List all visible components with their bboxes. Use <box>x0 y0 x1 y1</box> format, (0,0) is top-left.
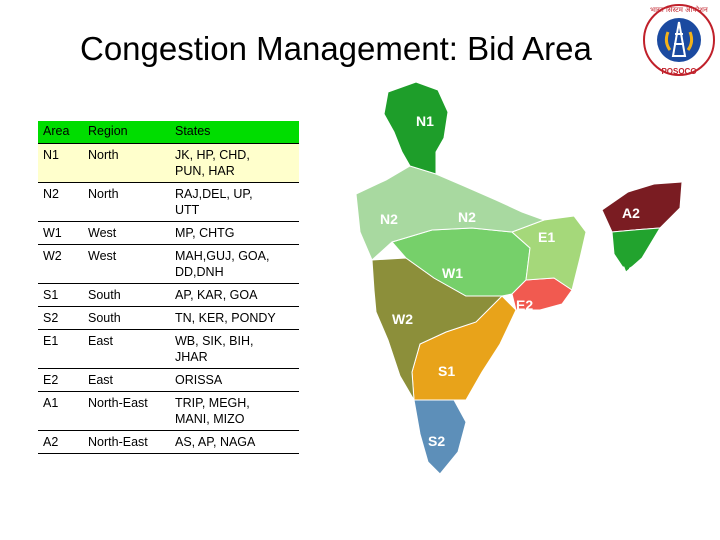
cell-region: North-East <box>83 430 170 454</box>
states-line: ORISSA <box>175 373 223 387</box>
cell-area: E1 <box>38 329 83 369</box>
region-a1 <box>611 227 661 273</box>
states-line: TRIP, MEGH, <box>175 396 250 410</box>
map-label-a1: A1 <box>618 263 636 279</box>
column-header-region: Region <box>83 121 170 144</box>
states-line: TN, KER, PONDY <box>175 311 276 325</box>
cell-states: ORISSA <box>170 368 299 392</box>
cell-area: W1 <box>38 221 83 245</box>
states-line: RAJ,DEL, UP, <box>175 187 253 201</box>
states-line: WB, SIK, BIH, <box>175 334 254 348</box>
bid-area-table: Area Region States N1 North JK, HP, CHD, PU… <box>38 121 299 454</box>
cell-states: JK, HP, CHD, PUN, HAR <box>170 143 299 183</box>
map-label-n2-east: N2 <box>458 209 476 225</box>
map-label-e1: E1 <box>538 229 555 245</box>
table-row: A2 North-East AS, AP, NAGA <box>38 430 299 454</box>
region-n1 <box>383 82 449 175</box>
cell-region: North <box>83 182 170 222</box>
cell-states: AS, AP, NAGA <box>170 430 299 454</box>
states-line: MAH,GUJ, GOA, <box>175 249 270 263</box>
cell-region: North-East <box>83 391 170 431</box>
cell-states: TRIP, MEGH, MANI, MIZO <box>170 391 299 431</box>
states-line: MANI, MIZO <box>175 412 245 426</box>
map-label-w1: W1 <box>442 265 463 281</box>
cell-area: E2 <box>38 368 83 392</box>
table-row: S1 South AP, KAR, GOA <box>38 283 299 307</box>
states-line: MP, CHTG <box>175 226 235 240</box>
states-line: UTT <box>175 203 200 217</box>
states-line: DD,DNH <box>175 265 224 279</box>
table-row: W2 West MAH,GUJ, GOA, DD,DNH <box>38 244 299 284</box>
states-line: JHAR <box>175 350 208 364</box>
column-header-area: Area <box>38 121 83 144</box>
map-label-n1: N1 <box>416 113 434 129</box>
logo-pylon-icon <box>671 21 687 57</box>
states-line: PUN, HAR <box>175 164 235 178</box>
cell-region: West <box>83 244 170 284</box>
cell-area: N2 <box>38 182 83 222</box>
cell-states: TN, KER, PONDY <box>170 306 299 330</box>
map-label-w2: W2 <box>392 311 413 327</box>
table-header-row: Area Region States <box>38 121 299 144</box>
table-row: N1 North JK, HP, CHD, PUN, HAR <box>38 143 299 183</box>
cell-area: W2 <box>38 244 83 284</box>
cell-area: A2 <box>38 430 83 454</box>
column-header-states: States <box>170 121 299 144</box>
cell-region: South <box>83 306 170 330</box>
map-label-n2-west: N2 <box>380 211 398 227</box>
table-row: W1 West MP, CHTG <box>38 221 299 245</box>
table-row: N2 North RAJ,DEL, UP, UTT <box>38 182 299 222</box>
cell-region: North <box>83 143 170 183</box>
table-row: S2 South TN, KER, PONDY <box>38 306 299 330</box>
cell-states: WB, SIK, BIH, JHAR <box>170 329 299 369</box>
cell-region: East <box>83 329 170 369</box>
posoco-logo: भारत सिस्टम ऑपरेशन POSOCO <box>643 4 715 76</box>
logo-inner-circle <box>657 18 701 62</box>
logo-flame-icon <box>664 31 694 51</box>
logo-bottom-text: POSOCO <box>661 67 696 76</box>
states-line: AP, KAR, GOA <box>175 288 258 302</box>
map-label-s1: S1 <box>438 363 455 379</box>
table-row: E2 East ORISSA <box>38 368 299 392</box>
map-label-a2: A2 <box>622 205 640 221</box>
logo-top-text: भारत सिस्टम ऑपरेशन <box>650 5 708 14</box>
states-line: AS, AP, NAGA <box>175 435 256 449</box>
cell-region: East <box>83 368 170 392</box>
table-row: E1 East WB, SIK, BIH, JHAR <box>38 329 299 369</box>
cell-states: AP, KAR, GOA <box>170 283 299 307</box>
map-label-s2: S2 <box>428 433 445 449</box>
region-e1 <box>511 215 587 291</box>
map-label-e2: E2 <box>516 297 533 313</box>
india-bid-area-map: N1 N2 N2 E1 A2 A1 W1 E2 W2 S1 S2 <box>355 82 682 475</box>
states-line: JK, HP, CHD, <box>175 148 250 162</box>
cell-states: MP, CHTG <box>170 221 299 245</box>
table-row: A1 North-East TRIP, MEGH, MANI, MIZO <box>38 391 299 431</box>
page-title: Congestion Management: Bid Area <box>80 30 592 67</box>
cell-area: S2 <box>38 306 83 330</box>
region-s2 <box>413 399 467 475</box>
cell-region: West <box>83 221 170 245</box>
region-a2 <box>601 181 682 233</box>
cell-region: South <box>83 283 170 307</box>
cell-area: A1 <box>38 391 83 431</box>
cell-area: S1 <box>38 283 83 307</box>
cell-area: N1 <box>38 143 83 183</box>
cell-states: RAJ,DEL, UP, UTT <box>170 182 299 222</box>
cell-states: MAH,GUJ, GOA, DD,DNH <box>170 244 299 284</box>
